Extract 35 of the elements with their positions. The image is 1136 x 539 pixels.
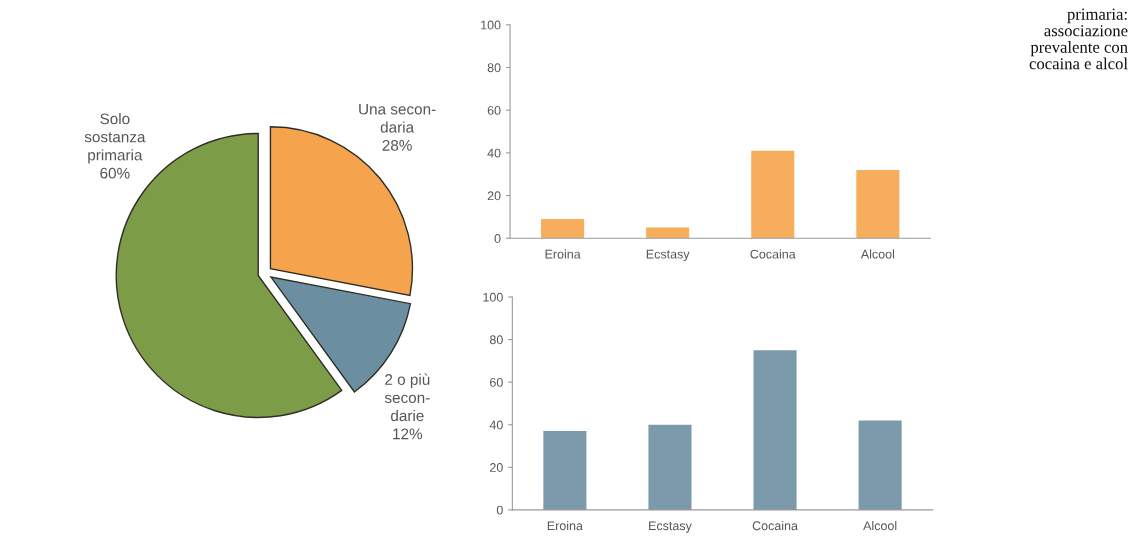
x-tick-label: Eroina xyxy=(547,521,583,531)
text: primaria: associazione prevalente con cocaina e alcol xyxy=(1029,8,1128,70)
x-tick-label: Alcool xyxy=(863,521,897,531)
x-tick-label: Alcool xyxy=(860,249,895,259)
y-tick-label: 20 xyxy=(490,463,503,472)
y-tick-label: 60 xyxy=(490,377,503,387)
y-tick-label: 100 xyxy=(481,20,501,30)
y-tick-label: 100 xyxy=(483,292,503,302)
y-tick-label: 20 xyxy=(487,191,501,201)
y-tick-label: 80 xyxy=(487,63,501,73)
data-label: 28% xyxy=(382,139,412,151)
x-tick-label: Eroina xyxy=(545,249,581,259)
bar xyxy=(541,219,585,239)
data-label: 12% xyxy=(393,428,423,440)
x-tick-label: Cocaina xyxy=(752,521,798,531)
x-tick-label: Ecstasy xyxy=(646,249,690,261)
bar xyxy=(856,169,900,239)
y-tick-label: 40 xyxy=(489,420,503,430)
bar xyxy=(753,350,797,510)
bar xyxy=(751,150,795,239)
bar xyxy=(646,227,690,239)
data-label: 60% xyxy=(100,167,130,179)
slice-label: Una secon- daria xyxy=(359,103,436,133)
y-tick-label: 40 xyxy=(487,148,501,158)
bar xyxy=(648,424,692,510)
x-tick-label: Ecstasy xyxy=(649,521,692,533)
y-tick-label: 0 xyxy=(494,234,501,243)
slice-label: Solo sostanza primaria xyxy=(84,113,146,164)
y-tick-label: 80 xyxy=(489,335,503,345)
y-tick-label: 60 xyxy=(487,105,501,115)
x-tick-label: Cocaina xyxy=(750,249,796,259)
bar xyxy=(543,431,587,510)
bar xyxy=(858,420,902,510)
slice-label: 2 o più secon- darie xyxy=(384,373,430,422)
y-tick-label: 0 xyxy=(496,505,503,515)
